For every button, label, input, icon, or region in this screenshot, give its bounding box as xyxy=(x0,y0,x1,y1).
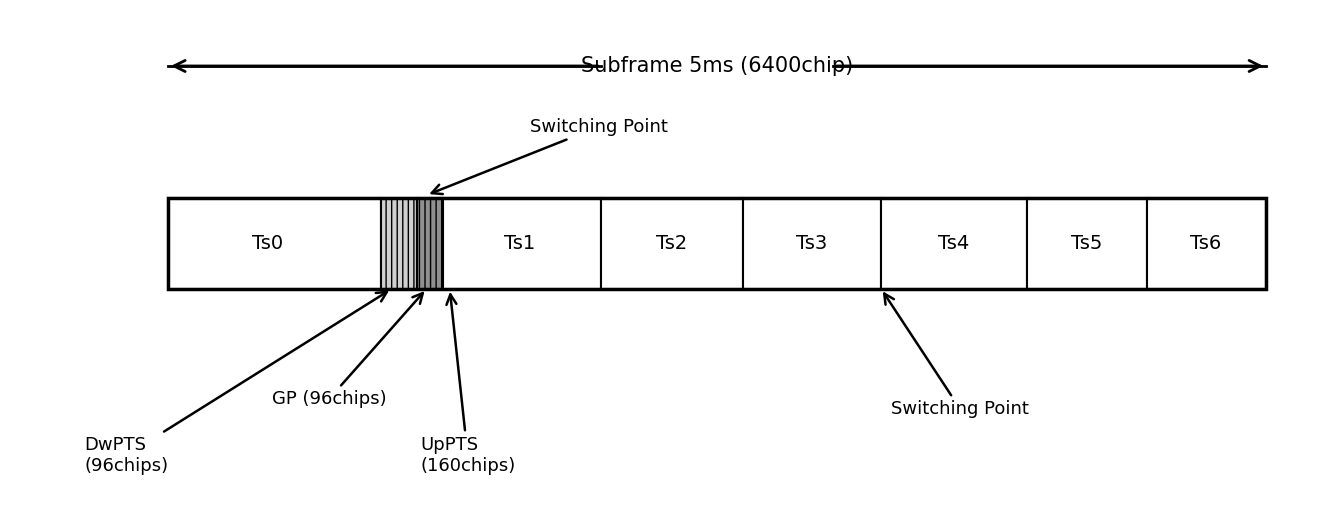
Bar xyxy=(418,197,443,289)
Bar xyxy=(169,197,1267,289)
Bar xyxy=(601,197,743,289)
Text: Ts4: Ts4 xyxy=(938,234,969,253)
Text: UpPTS
(160chips): UpPTS (160chips) xyxy=(420,295,515,475)
Text: GP (96chips): GP (96chips) xyxy=(272,293,423,408)
Bar xyxy=(743,197,882,289)
Text: Ts6: Ts6 xyxy=(1190,234,1220,253)
Bar xyxy=(169,197,381,289)
Text: Switching Point: Switching Point xyxy=(884,294,1029,418)
Bar xyxy=(882,197,1027,289)
Text: Ts1: Ts1 xyxy=(503,234,535,253)
Bar xyxy=(1027,197,1147,289)
Bar xyxy=(1147,197,1267,289)
Text: DwPTS
(96chips): DwPTS (96chips) xyxy=(84,292,387,475)
Text: Ts3: Ts3 xyxy=(796,234,826,253)
Text: Switching Point: Switching Point xyxy=(432,118,668,194)
Bar xyxy=(381,197,418,289)
Text: Ts5: Ts5 xyxy=(1070,234,1102,253)
Text: Subframe 5ms (6400chip): Subframe 5ms (6400chip) xyxy=(581,56,853,76)
Bar xyxy=(443,197,601,289)
Text: Ts0: Ts0 xyxy=(252,234,283,253)
Text: Ts2: Ts2 xyxy=(656,234,688,253)
